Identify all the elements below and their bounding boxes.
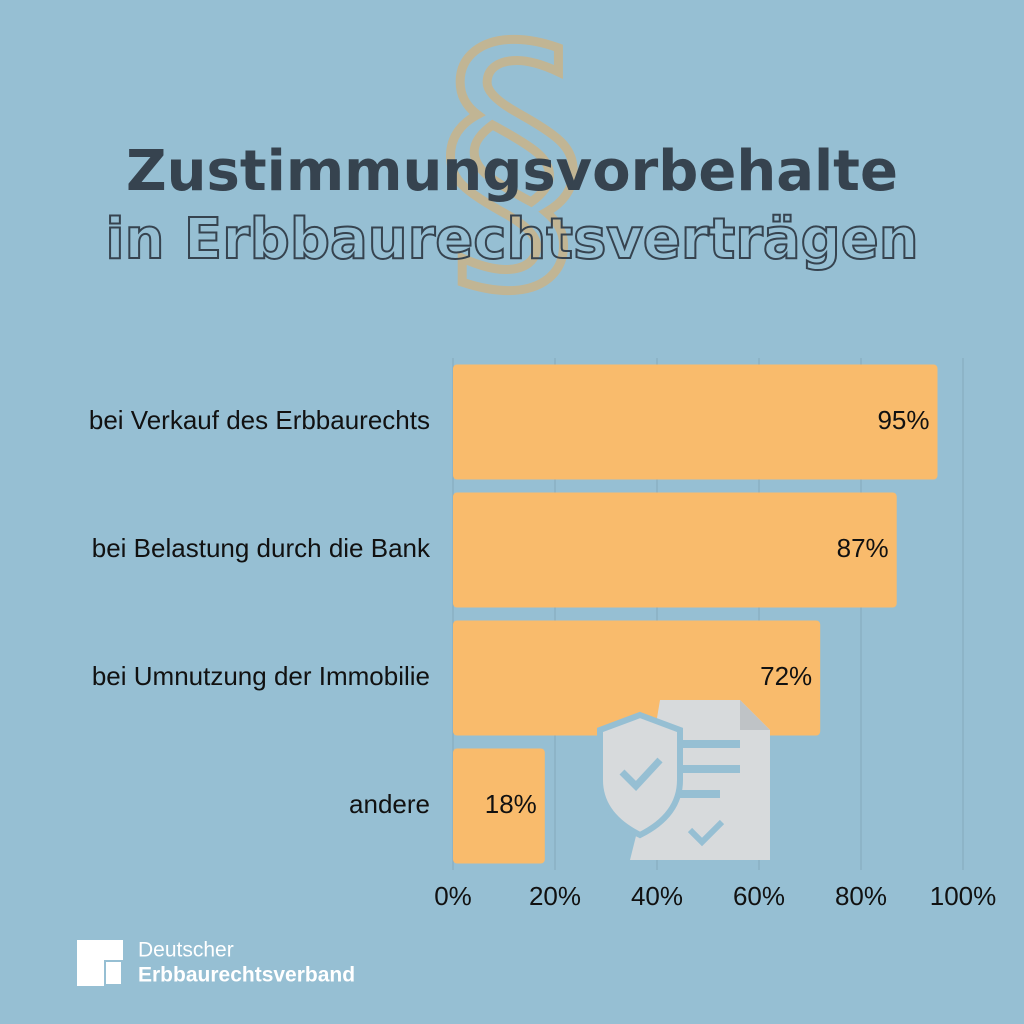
document-line bbox=[670, 790, 720, 798]
document-check bbox=[687, 819, 725, 847]
category-label: andere bbox=[349, 789, 430, 819]
value-label: 95% bbox=[877, 405, 929, 435]
logo-text: Deutscher bbox=[138, 939, 234, 962]
document-line bbox=[670, 765, 740, 773]
x-tick-label: 60% bbox=[733, 881, 785, 911]
logo-text: Erbbaurechtsverband bbox=[138, 964, 355, 987]
shield-check bbox=[619, 757, 663, 792]
value-label: 18% bbox=[485, 789, 537, 819]
logo: Deutscher Erbbaurechtsverband bbox=[77, 939, 355, 987]
value-label: 72% bbox=[760, 661, 812, 691]
document-corner bbox=[740, 700, 770, 730]
logo-mark-core bbox=[106, 962, 121, 984]
icon bbox=[597, 700, 770, 860]
bar bbox=[453, 748, 545, 864]
chart-title: Zustimmungsvorbehalte bbox=[126, 139, 898, 204]
value-label: 87% bbox=[837, 533, 889, 563]
x-tick-label: 0% bbox=[434, 881, 472, 911]
x-tick-label: 20% bbox=[529, 881, 581, 911]
x-tick-label: 40% bbox=[631, 881, 683, 911]
pen-icon bbox=[738, 791, 768, 849]
bar bbox=[453, 364, 938, 480]
x-tick-label: 100% bbox=[930, 881, 997, 911]
bar bbox=[453, 492, 897, 608]
category-label: bei Verkauf des Erbbaurechts bbox=[89, 405, 430, 435]
watermark: § bbox=[437, 0, 587, 333]
chart-subtitle: in Erbbaurechtsverträgen bbox=[105, 207, 918, 272]
shield-icon bbox=[597, 711, 683, 839]
category-label: bei Umnutzung der Immobilie bbox=[92, 661, 430, 691]
category-label: bei Belastung durch die Bank bbox=[92, 533, 431, 563]
x-tick-label: 80% bbox=[835, 881, 887, 911]
document-line bbox=[670, 740, 740, 748]
